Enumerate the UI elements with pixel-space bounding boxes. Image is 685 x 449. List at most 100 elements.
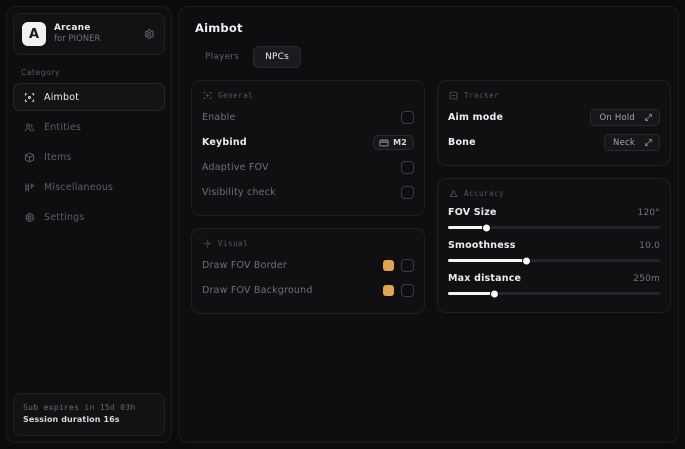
sidebar: A Arcane for PIONER Category	[6, 6, 172, 443]
left-column: General Enable Keybind	[191, 80, 425, 430]
row-label: Draw FOV Border	[202, 260, 287, 271]
max-distance-slider-header: Max distance 250m	[448, 273, 660, 284]
sub-expiry-text: Sub expires in 15d 03h	[23, 403, 136, 412]
row-controls	[383, 259, 414, 272]
fov-border-color-swatch[interactable]	[383, 260, 394, 271]
mouse-icon	[379, 138, 389, 147]
keybind-button[interactable]: M2	[373, 135, 414, 150]
aim-mode-select[interactable]: On Hold	[590, 109, 660, 126]
sparkle-icon	[202, 238, 212, 248]
bone-select[interactable]: Neck	[604, 134, 660, 151]
tracker-panel-title: Tracker	[464, 90, 500, 100]
profile-text: Arcane for PIONER	[54, 23, 134, 46]
row-bone: Bone Neck	[448, 130, 660, 155]
slider-value: 120°	[637, 208, 660, 218]
sidebar-item-settings[interactable]: Settings	[13, 203, 165, 231]
slider-fill	[448, 226, 487, 229]
sidebar-item-miscellaneous[interactable]: Miscellaneous	[13, 173, 165, 201]
row-label: Aim mode	[448, 112, 504, 123]
row-label: Visibility check	[202, 187, 276, 198]
general-panel-header: General	[202, 90, 414, 102]
category-label: Category	[21, 68, 61, 77]
slider-label: Smoothness	[448, 240, 516, 251]
row-controls	[383, 284, 414, 297]
tab-players[interactable]: Players	[205, 52, 240, 62]
fov-size-slider-block: FOV Size 120°	[448, 203, 660, 236]
profile-name: Arcane	[54, 22, 91, 33]
enable-checkbox[interactable]	[401, 111, 414, 124]
slider-fill	[448, 292, 495, 295]
sidebar-item-label: Entities	[44, 121, 82, 133]
tab-npcs[interactable]: NPCs	[253, 46, 302, 68]
sidebar-item-label: Settings	[44, 211, 85, 223]
draw-fov-background-checkbox[interactable]	[401, 284, 414, 297]
sidebar-item-label: Miscellaneous	[44, 181, 114, 193]
avatar: A	[22, 22, 46, 46]
row-draw-fov-border: Draw FOV Border	[202, 253, 414, 278]
visual-panel-header: Visual	[202, 238, 414, 250]
bone-value: Neck	[613, 137, 635, 148]
row-controls: M2	[373, 135, 414, 150]
grid-icon	[23, 181, 35, 193]
row-controls	[401, 186, 414, 199]
panels-grid: General Enable Keybind	[191, 80, 671, 430]
crosshair-icon	[202, 90, 212, 100]
slider-value: 10.0	[639, 241, 660, 251]
smoothness-slider-block: Smoothness 10.0	[448, 236, 660, 269]
slider-knob[interactable]	[482, 224, 490, 231]
row-adaptive-fov: Adaptive FOV	[202, 155, 414, 180]
profile-card[interactable]: A Arcane for PIONER	[13, 13, 165, 55]
smoothness-slider[interactable]	[448, 257, 660, 264]
slider-knob[interactable]	[522, 257, 530, 264]
box-icon	[23, 151, 35, 163]
visual-panel-title: Visual	[218, 238, 249, 248]
row-visibility-check: Visibility check	[202, 180, 414, 205]
draw-fov-border-checkbox[interactable]	[401, 259, 414, 272]
row-aim-mode: Aim mode On Hold	[448, 105, 660, 130]
slider-value: 250m	[633, 274, 660, 284]
row-label: Bone	[448, 137, 476, 148]
crosshair-icon	[23, 91, 35, 103]
sidebar-item-aimbot[interactable]: Aimbot	[13, 83, 165, 111]
sidebar-nav: Aimbot Entities	[13, 83, 165, 231]
sidebar-item-entities[interactable]: Entities	[13, 113, 165, 141]
max-distance-slider[interactable]	[448, 290, 660, 297]
expand-icon	[644, 113, 653, 122]
tracker-panel-header: Tracker	[448, 90, 660, 102]
row-controls	[401, 161, 414, 174]
sidebar-item-label: Aimbot	[44, 91, 80, 103]
row-label: Adaptive FOV	[202, 162, 269, 173]
page-title: Aimbot	[195, 21, 243, 35]
tracker-panel: Tracker Aim mode On Hold	[437, 80, 671, 166]
fov-size-slider[interactable]	[448, 224, 660, 231]
adaptive-fov-checkbox[interactable]	[401, 161, 414, 174]
gear-icon	[23, 211, 35, 223]
slider-label: Max distance	[448, 273, 522, 284]
aim-mode-value: On Hold	[599, 112, 635, 123]
slider-label: FOV Size	[448, 207, 497, 218]
smoothness-slider-header: Smoothness 10.0	[448, 240, 660, 251]
accuracy-panel-header: Accuracy	[448, 188, 660, 200]
row-enable: Enable	[202, 105, 414, 130]
subscription-footer: Sub expires in 15d 03h Session duration …	[13, 393, 165, 436]
visibility-check-checkbox[interactable]	[401, 186, 414, 199]
slider-knob[interactable]	[491, 290, 499, 297]
session-duration-text: Session duration 16s	[23, 415, 120, 424]
max-distance-slider-block: Max distance 250m	[448, 269, 660, 302]
gear-icon[interactable]	[142, 27, 156, 41]
accuracy-panel-title: Accuracy	[464, 188, 505, 198]
general-panel: General Enable Keybind	[191, 80, 425, 216]
fov-background-color-swatch[interactable]	[383, 285, 394, 296]
row-draw-fov-background: Draw FOV Background	[202, 278, 414, 303]
row-label: Keybind	[202, 137, 247, 148]
target-box-icon	[448, 90, 458, 100]
fov-size-slider-header: FOV Size 120°	[448, 207, 660, 218]
sidebar-item-items[interactable]: Items	[13, 143, 165, 171]
people-icon	[23, 121, 35, 133]
keybind-value: M2	[393, 138, 407, 147]
profile-subtitle: for PIONER	[54, 33, 101, 44]
sidebar-item-label: Items	[44, 151, 72, 163]
tab-bar: Players NPCs	[191, 46, 666, 68]
row-controls	[401, 111, 414, 124]
